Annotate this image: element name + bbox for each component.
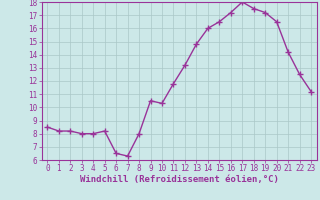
X-axis label: Windchill (Refroidissement éolien,°C): Windchill (Refroidissement éolien,°C) [80, 175, 279, 184]
